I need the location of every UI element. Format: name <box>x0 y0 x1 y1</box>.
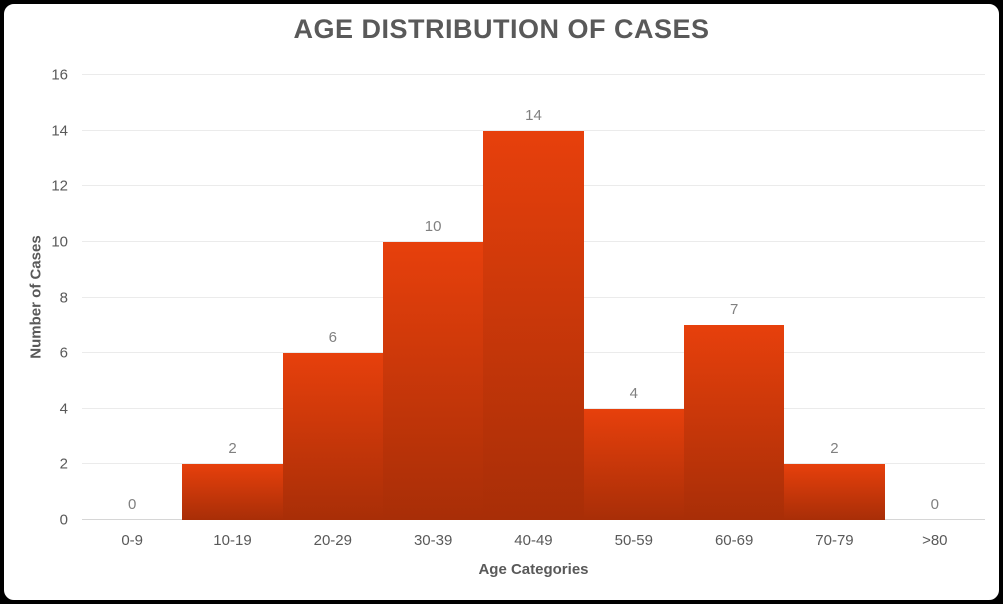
y-tick-label: 0 <box>59 511 68 529</box>
x-tick-label: 70-79 <box>815 532 854 549</box>
bar-column: 10 <box>382 75 484 520</box>
bar <box>583 408 684 520</box>
x-tick-label: 60-69 <box>714 532 754 549</box>
bar <box>683 325 785 520</box>
bar-value-label: 10 <box>424 217 442 235</box>
bar-column: 0 <box>82 75 182 520</box>
bar-value-label: 14 <box>525 106 542 124</box>
x-tick-label: 0-9 <box>121 532 143 549</box>
bar <box>784 464 885 520</box>
bar-value-label: 2 <box>830 440 839 458</box>
y-tick-label: 4 <box>59 400 68 418</box>
bar-column: 4 <box>583 75 684 520</box>
bar-value-label: 6 <box>328 329 337 347</box>
bar-column: 6 <box>282 75 383 520</box>
bar-value-label: 4 <box>629 384 638 402</box>
plot-area: 0 2 6 10 14 4 7 2 0 <box>82 74 985 520</box>
bar <box>182 464 283 520</box>
y-tick-label: 6 <box>59 344 68 362</box>
x-axis-title: Age Categories <box>478 561 589 578</box>
x-tick-label: 50-59 <box>614 532 653 549</box>
bar-column: 14 <box>483 75 584 520</box>
x-tick-label: 20-29 <box>313 532 352 549</box>
gridline <box>82 129 985 131</box>
bar <box>382 241 484 520</box>
bar <box>483 130 584 520</box>
bar-column: 2 <box>784 75 885 520</box>
y-axis-ticks: 0 2 4 6 8 10 12 14 16 <box>0 68 68 528</box>
bar-value-label: 7 <box>729 301 739 319</box>
chart-title: AGE DISTRIBUTION OF CASES <box>293 14 710 44</box>
y-tick-label: 8 <box>59 289 68 306</box>
gridline <box>82 74 985 75</box>
bar <box>282 353 383 520</box>
bar-value-label: 0 <box>930 496 939 513</box>
bar-column: 0 <box>885 75 985 520</box>
bar-column: 2 <box>182 75 283 520</box>
y-tick-label: 14 <box>51 122 68 140</box>
x-tick-label: 30-39 <box>413 532 453 549</box>
y-tick-label: 16 <box>51 66 68 84</box>
x-tick-label: >80 <box>922 532 948 549</box>
x-axis-ticks: 0-9 10-19 20-29 30-39 40-49 50-59 60-69 70-79 >8… <box>82 532 985 549</box>
bar-column: 7 <box>683 75 785 520</box>
x-tick-label: 40-49 <box>514 532 553 549</box>
y-tick-label: 10 <box>51 233 68 251</box>
bars: 0 2 6 10 14 4 7 2 0 <box>82 75 985 520</box>
bar-value-label: 0 <box>127 496 137 513</box>
y-tick-label: 2 <box>59 455 68 473</box>
y-tick-label: 12 <box>51 177 68 195</box>
bar-value-label: 2 <box>228 440 237 458</box>
x-tick-label: 10-19 <box>213 532 252 549</box>
